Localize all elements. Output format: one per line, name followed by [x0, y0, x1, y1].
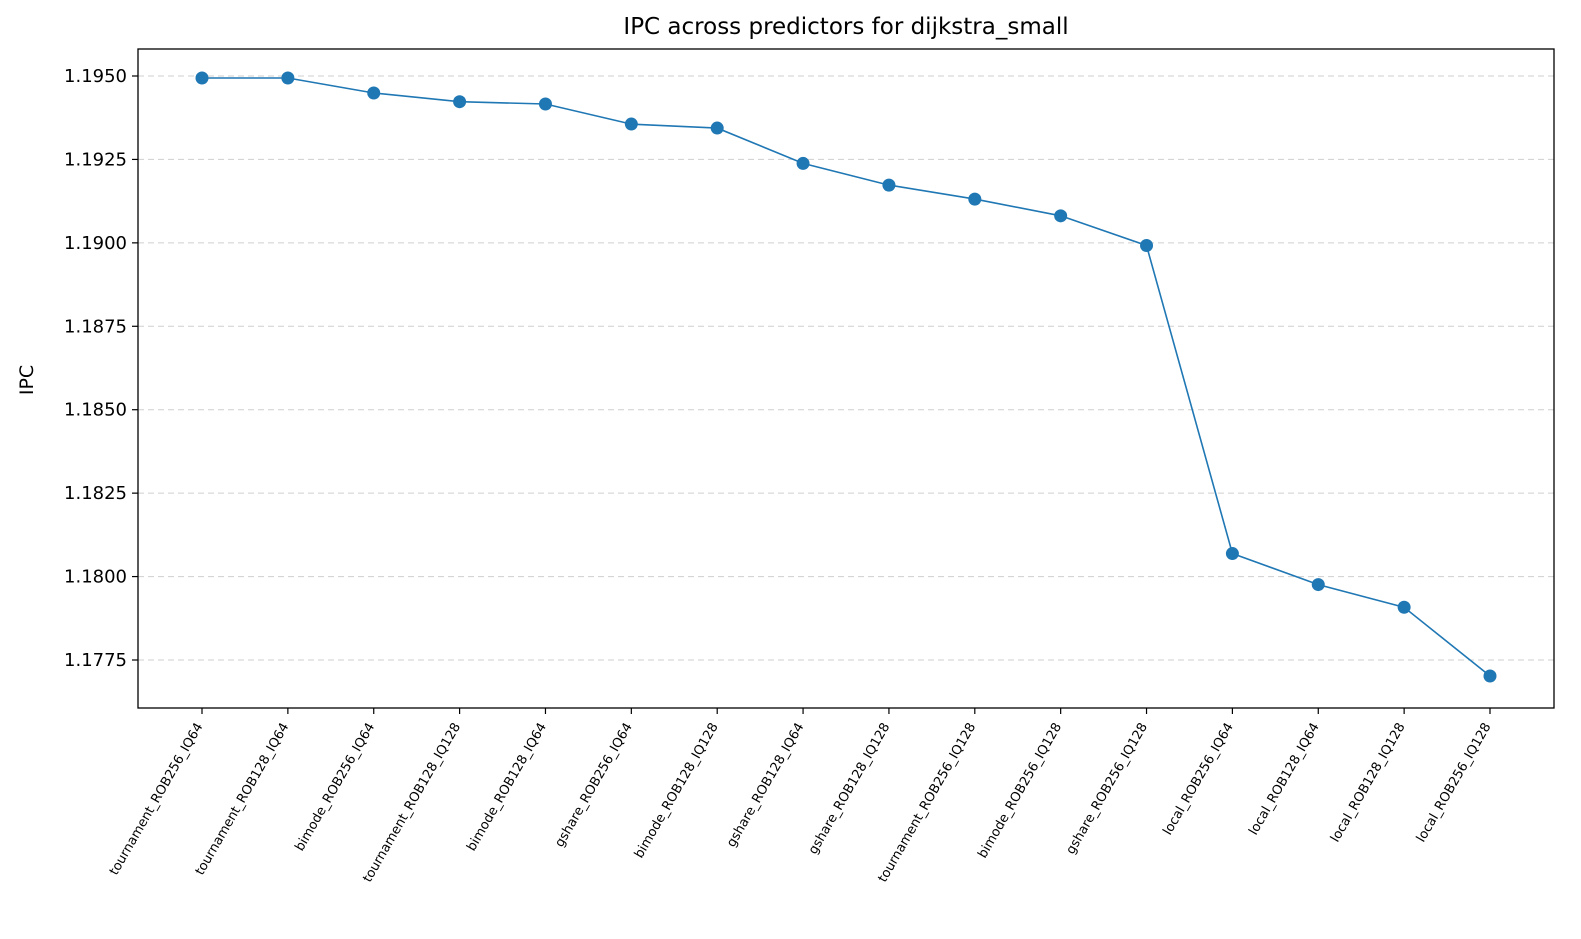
- data-point: [367, 86, 381, 100]
- data-point: [624, 117, 638, 131]
- data-point: [281, 71, 295, 85]
- y-tick-label: 1.1850: [64, 400, 127, 421]
- data-point: [1397, 600, 1411, 614]
- data-point: [796, 156, 810, 170]
- data-point: [453, 95, 467, 109]
- y-tick-label: 1.1775: [64, 650, 127, 671]
- y-tick-label: 1.1825: [64, 483, 127, 504]
- plot-frame: [137, 48, 1555, 709]
- grid-layer: [138, 75, 1554, 661]
- y-tick-label: 1.1950: [64, 66, 127, 87]
- data-point: [1054, 209, 1068, 223]
- y-tick-label: 1.1925: [64, 149, 127, 170]
- data-point: [538, 97, 552, 111]
- y-tick-label: 1.1875: [64, 316, 127, 337]
- data-point: [968, 192, 982, 206]
- chart-title: IPC across predictors for dijkstra_small: [623, 14, 1068, 40]
- data-point: [1483, 669, 1497, 683]
- data-point: [710, 121, 724, 135]
- data-point: [1311, 578, 1325, 592]
- y-tick-label: 1.1900: [64, 233, 127, 254]
- data-point: [1225, 547, 1239, 561]
- y-axis: 1.1775 1.1800 1.1825 1.1850 1.1875 1.1900 1.19…: [64, 66, 138, 671]
- series-layer: [195, 71, 1497, 683]
- data-point: [195, 71, 209, 85]
- y-tick-label: 1.1800: [64, 567, 127, 588]
- data-point: [882, 178, 896, 192]
- data-point: [1140, 239, 1154, 253]
- y-axis-label: IPC: [16, 365, 38, 395]
- series-line: [202, 77, 1491, 677]
